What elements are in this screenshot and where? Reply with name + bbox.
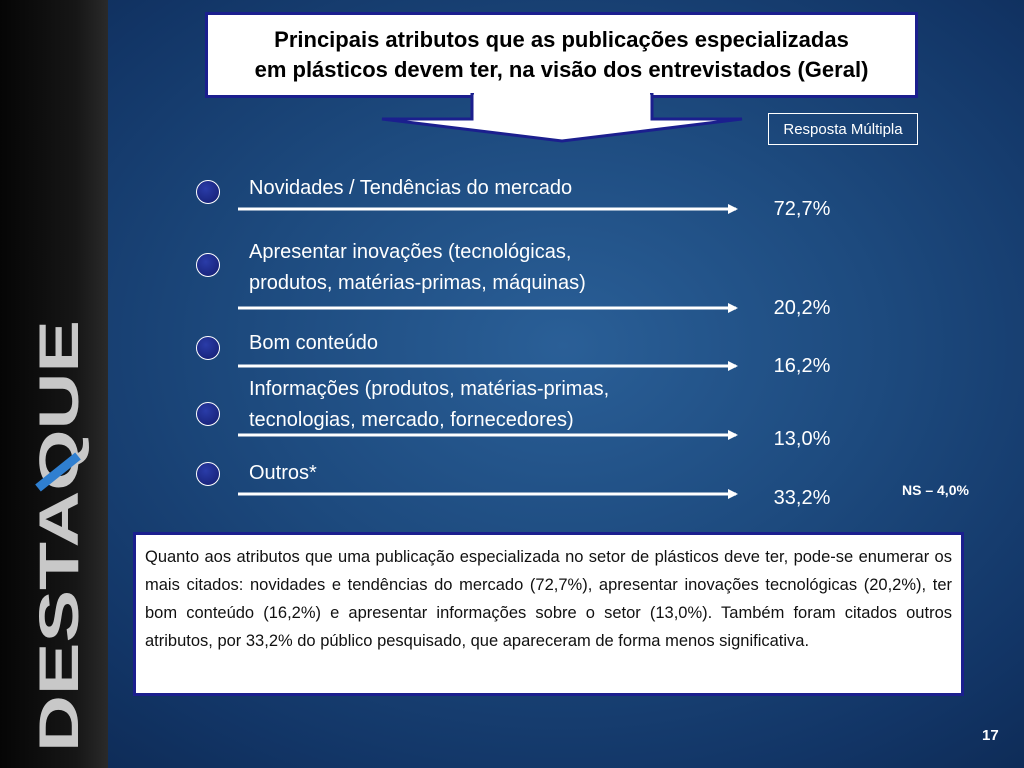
page-number: 17: [982, 727, 999, 744]
down-arrow-icon: [381, 93, 743, 143]
sidebar: DESTAQUE: [0, 0, 108, 768]
item-value: 72,7%: [773, 198, 831, 220]
item-value: 13,0%: [773, 428, 831, 450]
item-label: Apresentar inovações (tecnológicas, prod…: [249, 241, 586, 294]
item-bullet: [196, 336, 220, 360]
title-box: Principais atributos que as publicações …: [205, 12, 918, 98]
item-label: Informações (produtos, matérias-primas, …: [249, 378, 610, 431]
item-value: 33,2%: [773, 487, 831, 509]
item-value: 16,2%: [773, 355, 831, 377]
logo-text: DESTAQUE: [27, 320, 90, 752]
item-label: Bom conteúdo: [249, 332, 378, 354]
multiple-response-badge: Resposta Múltipla: [768, 113, 918, 145]
ns-note: NS – 4,0%: [902, 482, 969, 498]
item-bullet: [196, 180, 220, 204]
item-label: Outros*: [249, 462, 317, 484]
destaque-logo: DESTAQUE: [27, 320, 90, 752]
item-bullet: [196, 253, 220, 277]
item-label: Novidades / Tendências do mercado: [249, 177, 573, 199]
logo-accent-mark: [35, 452, 81, 492]
title-line-1: Principais atributos que as publicações …: [274, 27, 849, 52]
title-line-2: em plásticos devem ter, na visão dos ent…: [254, 57, 869, 82]
item-value: 20,2%: [773, 297, 831, 319]
item-bullet: [196, 402, 220, 426]
item-bullet: [196, 462, 220, 486]
summary-box: Quanto aos atributos que uma publicação …: [133, 532, 964, 696]
